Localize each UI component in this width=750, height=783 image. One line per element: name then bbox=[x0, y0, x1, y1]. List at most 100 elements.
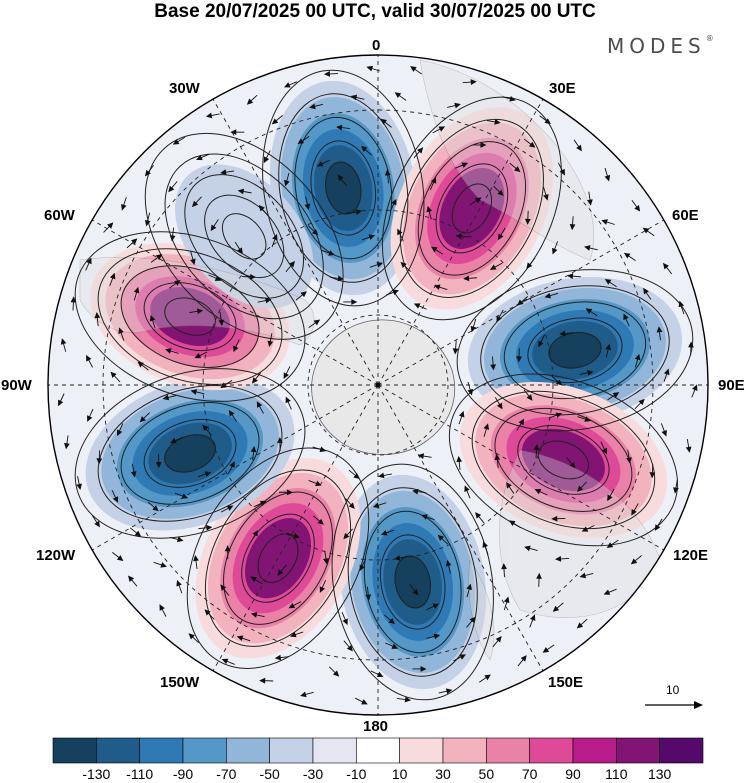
wind-vector-head-125 bbox=[388, 617, 396, 625]
contour-8-1 bbox=[164, 153, 324, 320]
wind-vector-head-186 bbox=[587, 199, 593, 206]
wind-vector-head-52 bbox=[368, 234, 376, 240]
contour-6-2 bbox=[120, 402, 260, 505]
wind-vector-head-95 bbox=[277, 569, 284, 576]
wind-vector-head-245 bbox=[484, 674, 491, 681]
wind-vector-head-40 bbox=[421, 514, 428, 520]
meridian-330 bbox=[212, 98, 379, 386]
wind-vector-head-202 bbox=[376, 671, 384, 677]
wind-vector-head-103 bbox=[214, 275, 222, 281]
wind-vector-head-140 bbox=[284, 179, 290, 187]
colorbar-label-11: 90 bbox=[565, 766, 581, 782]
wind-vector-head-216 bbox=[130, 238, 138, 245]
wind-vector-head-235 bbox=[688, 341, 694, 348]
contour-0-0 bbox=[262, 69, 425, 307]
wind-vector-head-73 bbox=[194, 352, 202, 359]
wind-vector-head-153 bbox=[638, 398, 645, 406]
colorbar-label-2: -90 bbox=[172, 766, 194, 782]
wind-vector-head-255 bbox=[116, 555, 124, 562]
wind-vector-head-107 bbox=[337, 174, 344, 182]
contour-3-3 bbox=[517, 425, 610, 495]
wind-vector-head-4 bbox=[458, 410, 465, 418]
wind-vector-head-49 bbox=[265, 297, 272, 304]
wind-vector-head-145 bbox=[480, 142, 487, 148]
wind-vector-head-68 bbox=[293, 532, 300, 539]
wind-vector-head-149 bbox=[584, 245, 591, 251]
colorbar-label-6: -10 bbox=[346, 766, 367, 782]
wind-vector-head-35 bbox=[516, 356, 522, 363]
meridian-30 bbox=[377, 98, 544, 386]
contour-3-2 bbox=[494, 407, 633, 512]
wind-vector-head-83 bbox=[544, 292, 552, 299]
wind-vector-head-211 bbox=[96, 458, 103, 465]
reference-vector bbox=[645, 701, 703, 709]
wind-vector-head-101 bbox=[165, 348, 172, 354]
contour-4-4 bbox=[394, 555, 431, 609]
wind-vector-head-218 bbox=[168, 185, 175, 193]
wind-vector-head-87 bbox=[569, 461, 576, 469]
colorbar-swatch-0 bbox=[52, 737, 97, 764]
wind-vector-head-176 bbox=[169, 235, 176, 242]
graticule bbox=[48, 55, 708, 715]
wind-vector-head-175 bbox=[155, 254, 163, 260]
wind-vector-head-258 bbox=[64, 442, 70, 450]
wind-vector-head-226 bbox=[470, 79, 477, 85]
wind-vector-head-182 bbox=[454, 102, 461, 109]
contour-8-0 bbox=[144, 132, 344, 340]
wind-vector-head-141 bbox=[316, 161, 324, 167]
contour-8-2 bbox=[184, 174, 305, 299]
wind-vector-head-147 bbox=[543, 194, 549, 201]
colorbar-swatch-14 bbox=[659, 737, 704, 764]
anomaly-level-6-5 bbox=[163, 434, 217, 473]
wind-vector-head-264 bbox=[121, 203, 127, 211]
wind-vector-head-1 bbox=[413, 303, 421, 309]
wind-vector-head-166 bbox=[220, 584, 227, 591]
wind-vector-head-238 bbox=[673, 487, 679, 494]
wind-vector-head-20 bbox=[412, 488, 419, 495]
wind-vector-head-109 bbox=[417, 147, 424, 154]
wind-vector-head-58 bbox=[538, 340, 544, 348]
wind-vector-head-128 bbox=[250, 576, 258, 583]
wind-vector-head-139 bbox=[237, 188, 245, 195]
wind-vector-head-41 bbox=[380, 530, 388, 536]
wind-vector-head-70 bbox=[229, 461, 235, 468]
anomaly-negative-8 bbox=[175, 164, 314, 309]
colorbar-swatch-6 bbox=[312, 737, 357, 764]
colorbar-swatch-9 bbox=[442, 737, 487, 764]
colorbar-swatch-2 bbox=[139, 737, 184, 764]
contour-4-1 bbox=[347, 487, 478, 677]
wind-vector-head-252 bbox=[188, 633, 195, 640]
wind-vector-head-187 bbox=[601, 219, 608, 225]
wind-vector-head-115 bbox=[585, 308, 593, 314]
wind-vector-head-197 bbox=[552, 605, 560, 612]
wind-vector-head-271 bbox=[366, 65, 374, 72]
wind-vector-head-90 bbox=[482, 541, 488, 548]
wind-vector-head-205 bbox=[236, 635, 244, 641]
wind-vector-head-7 bbox=[353, 472, 360, 479]
wind-vector-head-157 bbox=[555, 555, 562, 562]
wind-vector-head-82 bbox=[526, 262, 533, 269]
wind-vector-head-217 bbox=[144, 219, 151, 227]
wind-vector-head-80 bbox=[474, 197, 482, 204]
contour-7-0 bbox=[74, 231, 306, 402]
wind-vector-head-60 bbox=[555, 412, 563, 419]
wind-vector-head-46 bbox=[228, 410, 235, 417]
wind-vector-head-201 bbox=[420, 666, 427, 672]
wind-vector-head-199 bbox=[495, 636, 502, 643]
wind-vector-head-196 bbox=[579, 572, 587, 579]
contour-1-1 bbox=[399, 118, 544, 298]
wind-vector-head-259 bbox=[58, 399, 64, 407]
wind-vector-head-152 bbox=[634, 353, 641, 361]
contour-8-4 bbox=[221, 213, 267, 260]
wind-vector-head-177 bbox=[191, 200, 199, 208]
south-pole-marker bbox=[375, 382, 381, 388]
wind-vector-head-117 bbox=[612, 392, 620, 398]
wind-vector-head-126 bbox=[342, 618, 348, 626]
wind-vector-head-227 bbox=[509, 95, 516, 102]
wind-vector-head-132 bbox=[155, 462, 162, 469]
wind-vector-head-203 bbox=[332, 670, 340, 677]
wind-vector-head-54 bbox=[426, 205, 433, 213]
wind-vector-head-42 bbox=[343, 532, 350, 540]
wind-vector-head-234 bbox=[678, 300, 685, 308]
contour-set-3 bbox=[448, 373, 679, 547]
